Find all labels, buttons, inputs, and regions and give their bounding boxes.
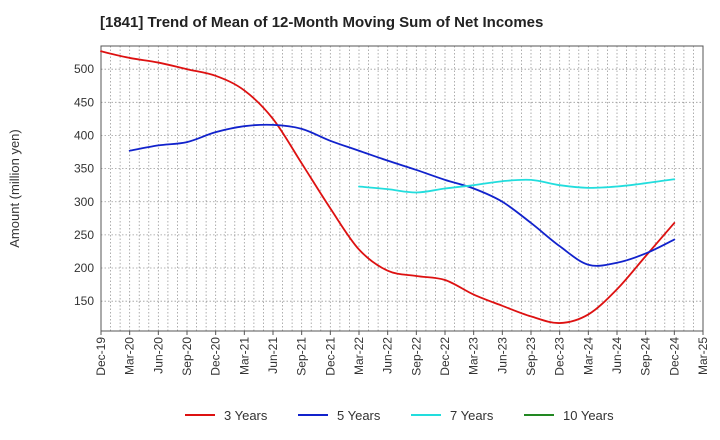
legend-label: 3 Years [224,408,268,423]
y-tick-label: 400 [74,128,94,142]
x-tick-label: Sep-22 [409,337,423,376]
x-tick-label: Dec-24 [667,337,681,376]
legend-label: 10 Years [563,408,614,423]
series-line-2 [358,178,676,194]
y-tick-label: 450 [74,95,94,109]
x-tick-label: Dec-19 [94,337,108,376]
x-tick-label: Dec-21 [323,337,337,376]
x-tick-label: Jun-22 [381,337,395,374]
series-line-0 [100,50,676,324]
x-tick-label: Mar-22 [352,337,366,375]
x-tick-label: Sep-23 [524,337,538,376]
x-tick-label: Sep-24 [639,337,653,376]
x-tick-label: Jun-21 [266,337,280,374]
x-tick-label: Jun-23 [495,337,509,374]
x-tick-label: Dec-23 [553,337,567,376]
x-tick-label: Mar-20 [123,337,137,375]
x-tick-label: Sep-20 [180,337,194,376]
x-tick-label: Jun-24 [610,337,624,374]
plot-frame [100,45,704,332]
x-tick-label: Dec-20 [209,337,223,376]
legend-label: 5 Years [337,408,381,423]
x-tick-label: Mar-24 [581,337,595,375]
x-tick-label: Jun-20 [151,337,165,374]
chart-title: [1841] Trend of Mean of 12-Month Moving … [100,14,544,31]
x-tick-label: Mar-21 [237,337,251,375]
y-tick-label: 200 [74,261,94,275]
series-line-1 [128,123,676,267]
legend-label: 7 Years [450,408,494,423]
y-tick-label: 300 [74,195,94,209]
x-tick-label: Dec-22 [438,337,452,376]
y-axis-title: Amount (million yen) [7,129,22,248]
y-tick-label: 500 [74,62,94,76]
x-tick-label: Mar-25 [696,337,710,375]
y-tick-label: 150 [74,294,94,308]
x-tick-label: Mar-23 [467,337,481,375]
y-tick-label: 350 [74,162,94,176]
y-tick-label: 250 [74,228,94,242]
x-tick-label: Sep-21 [295,337,309,376]
